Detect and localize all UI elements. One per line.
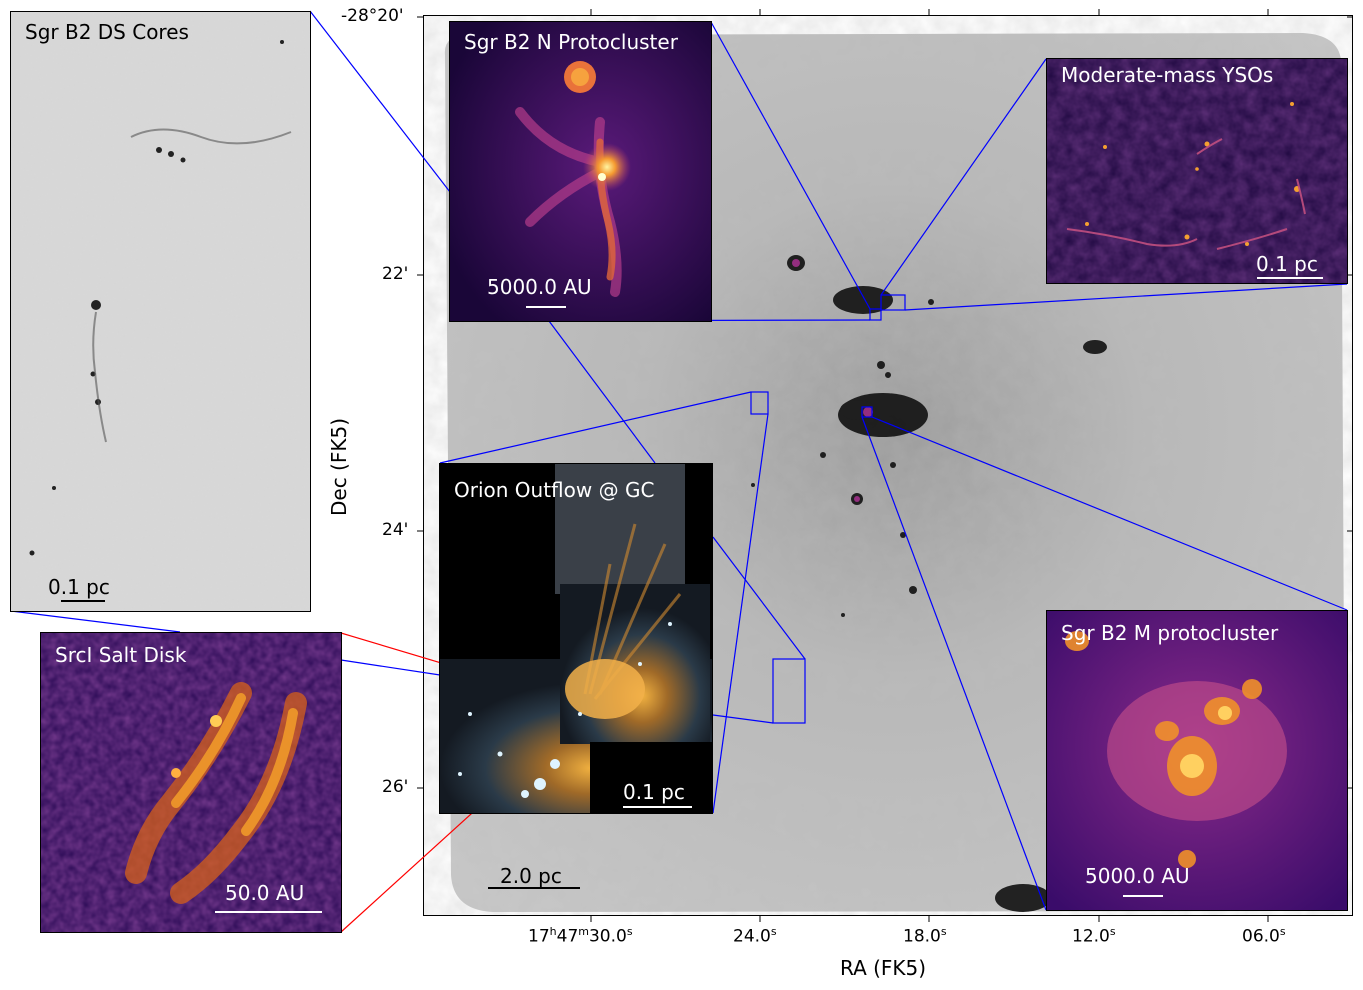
inset-scalebar [215, 911, 322, 913]
b2n-marker-box [869, 308, 882, 321]
inset-scalebar-label: 0.1 pc [48, 575, 110, 599]
x-tick-label: 17h47m30.0s [528, 925, 633, 947]
orion-image [440, 464, 712, 813]
inset-scalebar [1123, 895, 1163, 897]
ds-cores-image [11, 12, 310, 611]
ysos-image [1047, 59, 1347, 283]
inset-scalebar-label: 0.1 pc [1256, 252, 1318, 276]
inset-title: Sgr B2 DS Cores [25, 20, 189, 44]
inset-orion: Orion Outflow @ GC 0.1 pc [439, 463, 713, 814]
main-axis-frame [423, 15, 1353, 916]
inset-scalebar [526, 306, 566, 308]
orion-marker-box [750, 391, 769, 415]
y-axis-title: Dec (FK5) [327, 417, 352, 517]
ysos-marker-box [880, 294, 906, 311]
y-tick-label: 24' [382, 520, 409, 540]
inset-scalebar-label: 50.0 AU [225, 881, 305, 905]
inset-scalebar [1257, 277, 1323, 279]
inset-title: Orion Outflow @ GC [454, 478, 655, 502]
inset-b2m: Sgr B2 M protocluster 5000.0 AU [1046, 610, 1348, 911]
x-tick-label: 06.0s [1242, 925, 1286, 947]
inset-scalebar [61, 600, 105, 602]
y-tick-label: 22' [382, 264, 409, 284]
inset-b2n: Sgr B2 N Protocluster 5000.0 AU [449, 21, 712, 322]
y-tick-label: -28°20' [341, 6, 404, 26]
b2m-image [1047, 611, 1347, 910]
ds-cores-marker-box [772, 658, 806, 724]
srci-image [41, 633, 341, 932]
inset-scalebar-label: 0.1 pc [623, 780, 685, 804]
main-scalebar-label: 2.0 pc [500, 864, 562, 888]
inset-ysos: Moderate-mass YSOs 0.1 pc [1046, 58, 1348, 284]
inset-title: Moderate-mass YSOs [1061, 63, 1274, 87]
b2n-image [450, 22, 711, 321]
inset-scalebar-label: 5000.0 AU [1085, 864, 1190, 888]
x-tick-label: 24.0s [733, 925, 777, 947]
y-tick-label: 26' [382, 777, 409, 797]
inset-ds-cores: Sgr B2 DS Cores 0.1 pc [10, 11, 311, 612]
inset-title: Sgr B2 N Protocluster [464, 30, 678, 54]
main-scalebar-line [488, 887, 580, 889]
x-axis-title: RA (FK5) [840, 956, 927, 980]
inset-title: SrcI Salt Disk [55, 643, 187, 667]
x-tick-label: 18.0s [903, 925, 947, 947]
inset-scalebar [623, 806, 692, 808]
inset-srci: SrcI Salt Disk 50.0 AU [40, 632, 342, 933]
inset-scalebar-label: 5000.0 AU [487, 275, 592, 299]
x-tick-label: 12.0s [1072, 925, 1116, 947]
b2m-marker-box [861, 406, 873, 418]
inset-title: Sgr B2 M protocluster [1061, 621, 1279, 645]
